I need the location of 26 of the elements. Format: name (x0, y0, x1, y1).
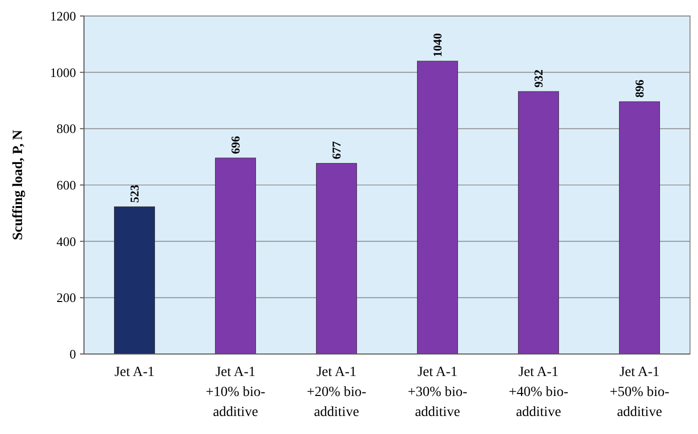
data-label: 677 (330, 141, 344, 160)
bar (114, 206, 155, 354)
y-axis-title: Scuffing load, P, N (11, 130, 26, 240)
data-label: 932 (532, 69, 546, 88)
data-label: 896 (632, 80, 646, 98)
bar (316, 163, 357, 354)
bar (215, 158, 256, 354)
x-tick-label: Jet A-1 +10% bio- additive (206, 365, 266, 420)
data-label: 1040 (430, 33, 444, 58)
bar (619, 101, 660, 354)
y-tick-label: 800 (56, 121, 76, 136)
y-tick-label: 0 (70, 346, 76, 362)
y-tick-label: 1000 (50, 64, 76, 80)
x-tick-label: Jet A-1 +40% bio- additive (508, 365, 569, 420)
data-label: 696 (228, 136, 242, 154)
y-tick-label: 200 (56, 290, 76, 306)
x-tick-label: Jet A-1 +30% bio- additive (408, 365, 468, 420)
bar (417, 60, 458, 354)
x-tick-label: Jet A-1 +50% bio- additive (610, 365, 670, 420)
y-tick-label: 600 (56, 178, 76, 193)
y-tick-label: 1200 (50, 8, 76, 24)
data-label: 523 (128, 184, 142, 203)
bar (518, 91, 559, 354)
x-tick-label: Jet A-1 +20% bio- additive (306, 365, 367, 420)
y-tick-label: 400 (56, 234, 76, 249)
x-tick-label: Jet A-1 (114, 365, 155, 380)
